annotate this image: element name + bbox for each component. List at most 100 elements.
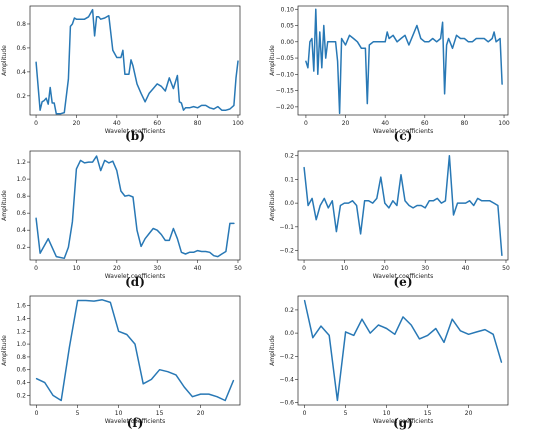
panel-b-ylabel: Amplitude (1, 45, 8, 76)
panel-b-ytick-label: 0.8 (16, 21, 26, 28)
panel-c-ytick-label: −0.10 (276, 71, 295, 78)
panel-f-xtick-label: 10 (115, 410, 123, 417)
panel-c-xtick-label: 40 (381, 120, 389, 127)
panel-e-frame (297, 150, 509, 261)
panel-f-series-line (35, 299, 235, 402)
panel-f-ytick-label: 0.6 (16, 367, 26, 374)
panel-c-label: (c) (394, 129, 413, 143)
panel-g-ytick-label: 0.0 (284, 330, 294, 337)
panel-e-label: (e) (394, 275, 413, 289)
chart-panel-e: 0 10 20 30 40 50 0.2 0.1 0.0 −0.1 −0.2 Wavelet coef… (269, 150, 510, 289)
panel-b-xtick-label: 60 (153, 120, 161, 127)
panel-c-ytick-label: 0.10 (281, 6, 295, 13)
panel-f-xtick-label: 0 (35, 410, 39, 417)
panel-d-ytick-label: 1.2 (16, 159, 26, 166)
panel-f-xtick-label: 5 (76, 410, 80, 417)
panel-g-frame (297, 295, 509, 406)
chart-panel-f: 0 5 10 15 20 0.2 0.4 0.6 0.8 1.0 1.2 1.4 1.6 Wavelet … (1, 295, 241, 430)
panel-b-series-line (35, 8, 239, 115)
panel-g-ytick-label: −0.6 (279, 400, 294, 407)
panel-d-xtick-label: 10 (73, 265, 81, 272)
panel-g-ytick-label: −0.2 (279, 353, 294, 360)
panel-e-xtick-label: 20 (381, 265, 389, 272)
panel-d-ytick-label: 0.6 (16, 210, 26, 217)
panel-f-xtick-label: 15 (156, 410, 164, 417)
panel-g-ylabel: Amplitude (269, 335, 276, 366)
panel-d-ytick-label: 1.0 (16, 176, 26, 183)
panel-d-xtick-label: 20 (113, 265, 121, 272)
panel-g-xlabel: Wavelet coefficients (373, 418, 434, 425)
panel-d-ytick-label: 0.2 (16, 244, 26, 251)
panel-b-xtick-label: 100 (232, 120, 244, 127)
panel-e-ytick-label: 0.1 (284, 176, 294, 183)
panel-d-ylabel: Amplitude (1, 190, 8, 221)
chart-panel-d: 0 10 20 30 40 50 0.2 0.4 0.6 0.8 1.0 1.2 Wavelet coe… (1, 150, 242, 289)
panel-e-xtick-label: 10 (341, 265, 349, 272)
panel-g-ytick-label: −0.4 (279, 376, 294, 383)
panel-d-ytick-label: 0.4 (16, 227, 26, 234)
panel-g-xtick-label: 20 (465, 410, 473, 417)
panel-b-ytick-label: 0.2 (16, 93, 26, 100)
panel-d-label: (d) (125, 275, 145, 289)
panel-c-ytick-label: −0.20 (276, 104, 295, 111)
panel-c-xtick-label: 100 (498, 120, 510, 127)
panel-b-ytick-label: 0.6 (16, 45, 26, 52)
panel-b-ytick-label: 0.4 (16, 69, 26, 76)
panel-f-ytick-label: 1.4 (16, 315, 26, 322)
panel-f-ytick-label: 0.4 (16, 380, 26, 387)
panel-c-xtick-label: 20 (342, 120, 350, 127)
panel-g-ytick-label: 0.2 (284, 307, 294, 314)
panel-c-series-line (305, 8, 503, 115)
panel-d-xtick-label: 40 (194, 265, 202, 272)
panel-g-xtick-label: 0 (303, 410, 307, 417)
panel-f-ytick-label: 0.2 (16, 392, 26, 399)
panel-e-xlabel: Wavelet coefficients (373, 273, 434, 280)
panel-d-xlabel: Wavelet coefficients (105, 273, 166, 280)
panel-b-label: (b) (125, 129, 145, 143)
panel-e-ytick-label: −0.1 (279, 224, 294, 231)
panel-e-xtick-label: 0 (302, 265, 306, 272)
panel-g-xtick-label: 10 (383, 410, 391, 417)
panel-d-xtick-label: 30 (153, 265, 161, 272)
panel-c-xlabel: Wavelet coefficients (373, 128, 434, 135)
panel-f-label: (f) (127, 416, 144, 430)
panel-b-frame (29, 5, 241, 116)
panel-c-ylabel: Amplitude (269, 45, 276, 76)
panel-d-frame (29, 150, 241, 261)
panel-f-frame (29, 295, 241, 406)
panel-g-series-line (303, 299, 503, 402)
chart-panel-b: 0 20 40 60 80 100 0.2 0.4 0.6 0.8 Wavelet coeffici… (1, 5, 244, 143)
panel-f-ytick-label: 1.0 (16, 341, 26, 348)
panel-e-series-line (303, 154, 503, 257)
panel-b-xtick-label: 0 (34, 120, 38, 127)
panel-e-ytick-label: −0.2 (279, 248, 294, 255)
chart-panel-c: 0 20 40 60 80 100 0.10 0.05 0.00 −0.05 −0.10 −0.15 −… (269, 5, 510, 143)
panel-b-xtick-label: 80 (194, 120, 202, 127)
panel-g-xtick-label: 5 (344, 410, 348, 417)
panel-c-xtick-label: 60 (421, 120, 429, 127)
chart-panel-g: 0 5 10 15 20 0.2 0.0 −0.2 −0.4 −0.6 Wavelet coeffi… (269, 295, 509, 430)
panel-f-xtick-label: 20 (197, 410, 205, 417)
panel-b-xlabel: Wavelet coefficients (105, 128, 166, 135)
panel-e-xtick-label: 30 (421, 265, 429, 272)
panel-f-ytick-label: 1.2 (16, 328, 26, 335)
panel-c-frame (297, 5, 509, 116)
panel-d-xtick-label: 0 (34, 265, 38, 272)
panel-b-xtick-label: 40 (113, 120, 121, 127)
panel-d-ytick-label: 0.8 (16, 193, 26, 200)
panel-c-ytick-label: 0.05 (281, 23, 295, 30)
panel-e-ytick-label: 0.0 (284, 200, 294, 207)
panel-d-xtick-label: 50 (234, 265, 242, 272)
panel-c-ytick-label: −0.05 (276, 55, 295, 62)
panel-c-ytick-label: −0.15 (276, 88, 295, 95)
panel-e-ytick-label: 0.2 (284, 153, 294, 160)
panel-f-ytick-label: 1.6 (16, 303, 26, 310)
panel-f-ylabel: Amplitude (1, 335, 8, 366)
panel-e-xtick-label: 40 (462, 265, 470, 272)
panel-e-ylabel: Amplitude (269, 190, 276, 221)
panel-e-xtick-label: 50 (502, 265, 510, 272)
panel-d-series-line (35, 155, 235, 260)
panel-f-ytick-label: 0.8 (16, 354, 26, 361)
panel-c-xtick-label: 0 (304, 120, 308, 127)
